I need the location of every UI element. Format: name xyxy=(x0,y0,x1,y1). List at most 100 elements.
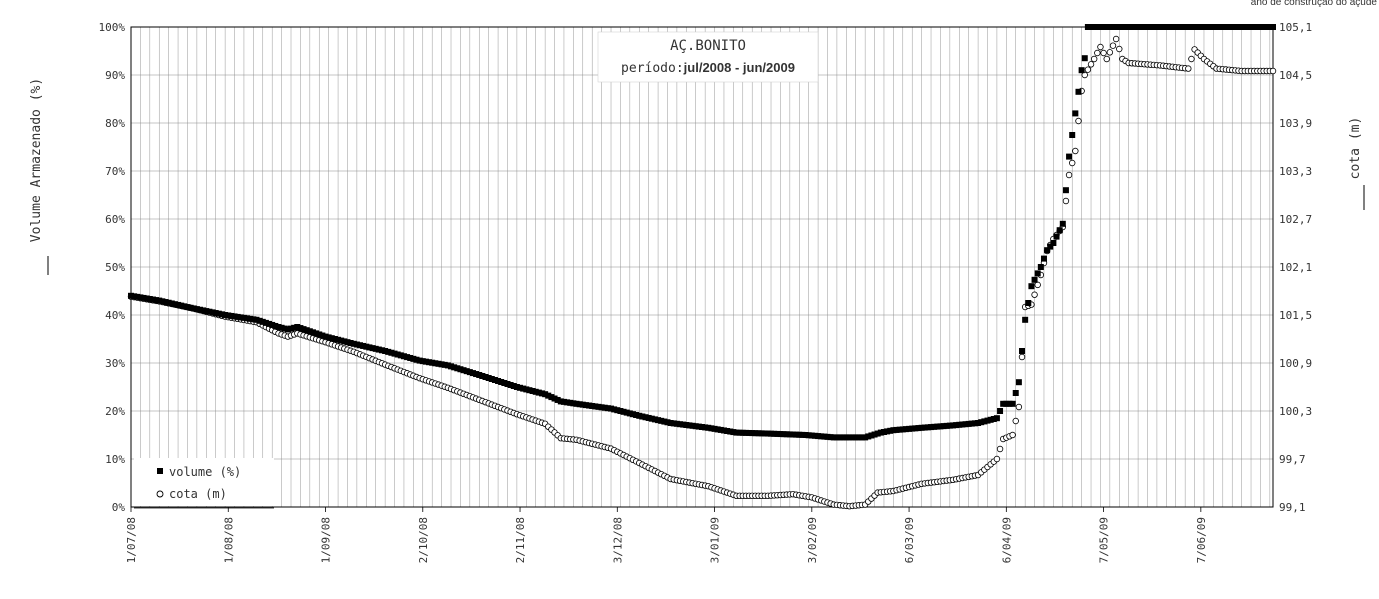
volume-point xyxy=(1241,24,1248,30)
volume-point xyxy=(375,346,382,353)
volume-point xyxy=(134,293,141,300)
legend: volume (%) cota (m) xyxy=(134,458,274,509)
volume-point xyxy=(441,361,448,368)
volume-point xyxy=(1019,348,1026,354)
volume-point xyxy=(984,417,991,424)
volume-point xyxy=(924,424,931,431)
x-axis: 1/07/08 1/08/08 1/09/08 2/10/08 2/11/08 3/12/… xyxy=(125,507,1208,563)
volume-point xyxy=(184,304,191,311)
volume-point xyxy=(642,414,649,421)
cota-point xyxy=(1034,281,1041,289)
volume-point xyxy=(203,308,210,315)
volume-point xyxy=(347,340,354,346)
volume-point xyxy=(429,359,436,366)
volume-point xyxy=(1226,24,1233,30)
volume-point xyxy=(1213,24,1220,30)
volume-point xyxy=(689,422,696,429)
volume-point xyxy=(297,325,304,332)
volume-point xyxy=(815,433,822,440)
volume-point xyxy=(338,337,345,344)
cota-point xyxy=(1112,35,1120,43)
y-axis-left: 0% 10% 20% 30% 40% 50% 60% 70% 80% 90% 100% xyxy=(99,21,126,514)
volume-point xyxy=(473,371,480,378)
volume-point xyxy=(1109,24,1116,30)
title-box xyxy=(597,31,819,83)
cota-point xyxy=(1069,159,1076,167)
volume-point xyxy=(504,381,511,387)
cota-point xyxy=(993,455,1001,463)
y-left-tick-label: 30% xyxy=(105,357,125,370)
volume-point xyxy=(789,431,796,438)
volume-point xyxy=(1122,24,1129,30)
volume-point xyxy=(510,383,517,389)
volume-point xyxy=(840,434,847,441)
volume-point xyxy=(218,311,225,318)
volume-point xyxy=(793,431,800,438)
x-tick-label: 2/11/08 xyxy=(514,517,527,563)
volume-point xyxy=(661,418,668,425)
volume-point xyxy=(1229,24,1236,30)
volume-point xyxy=(1266,24,1273,30)
volume-point xyxy=(880,429,887,435)
volume-point xyxy=(485,375,492,381)
volume-point xyxy=(677,421,684,428)
volume-point xyxy=(397,352,404,359)
volume-point xyxy=(990,416,997,422)
volume-point xyxy=(1248,24,1255,30)
volume-point xyxy=(1222,24,1229,30)
volume-point xyxy=(538,390,545,397)
cota-point xyxy=(1015,403,1023,411)
cota-point xyxy=(1116,45,1123,53)
volume-point xyxy=(1144,24,1151,30)
volume-point xyxy=(702,424,709,431)
volume-point xyxy=(316,331,323,338)
volume-point xyxy=(912,425,919,432)
volume-point xyxy=(262,319,269,326)
volume-point xyxy=(699,424,705,430)
volume-point xyxy=(1075,88,1082,95)
legend-label-cota: cota (m) xyxy=(169,487,227,501)
volume-point xyxy=(902,426,909,433)
volume-point xyxy=(501,380,508,386)
grid xyxy=(130,26,1273,508)
volume-point xyxy=(247,315,254,322)
volume-point xyxy=(786,431,793,438)
y-right-tick-label: 102,7 xyxy=(1279,213,1312,226)
volume-point xyxy=(862,434,869,441)
volume-point xyxy=(253,316,260,323)
volume-point xyxy=(582,402,589,409)
volume-point xyxy=(890,427,897,434)
y-left-tick-label: 0% xyxy=(112,501,126,514)
y-axis-right: 99,1 99,7 100,3 100,9 101,5 102,1 102,7 103,3 10… xyxy=(1279,21,1312,514)
volume-point xyxy=(749,430,756,437)
volume-point xyxy=(937,423,944,430)
volume-point xyxy=(523,386,530,393)
volume-point xyxy=(1175,24,1182,30)
volume-point xyxy=(1128,24,1135,30)
volume-point xyxy=(488,376,495,382)
volume-point xyxy=(498,379,505,385)
volume-point xyxy=(1232,24,1239,30)
volume-point xyxy=(614,407,621,414)
cota-point xyxy=(1084,66,1092,73)
volume-point xyxy=(893,426,900,433)
volume-point xyxy=(209,309,216,316)
volume-point xyxy=(921,424,928,431)
volume-point xyxy=(495,378,502,384)
volume-point xyxy=(303,327,310,334)
volume-point xyxy=(146,296,153,302)
volume-point xyxy=(1059,220,1066,227)
volume-point xyxy=(328,335,335,342)
volume-point xyxy=(143,295,150,302)
volume-point xyxy=(520,385,527,392)
volume-point xyxy=(306,328,313,335)
y-right-tick-label: 101,5 xyxy=(1279,309,1312,322)
volume-point xyxy=(256,317,263,324)
volume-point xyxy=(877,429,884,436)
volume-point xyxy=(1037,264,1044,270)
volume-point xyxy=(824,433,831,440)
volume-point xyxy=(843,434,850,441)
volume-point xyxy=(557,398,564,405)
volume-point xyxy=(1150,24,1157,30)
volume-point xyxy=(366,344,373,351)
